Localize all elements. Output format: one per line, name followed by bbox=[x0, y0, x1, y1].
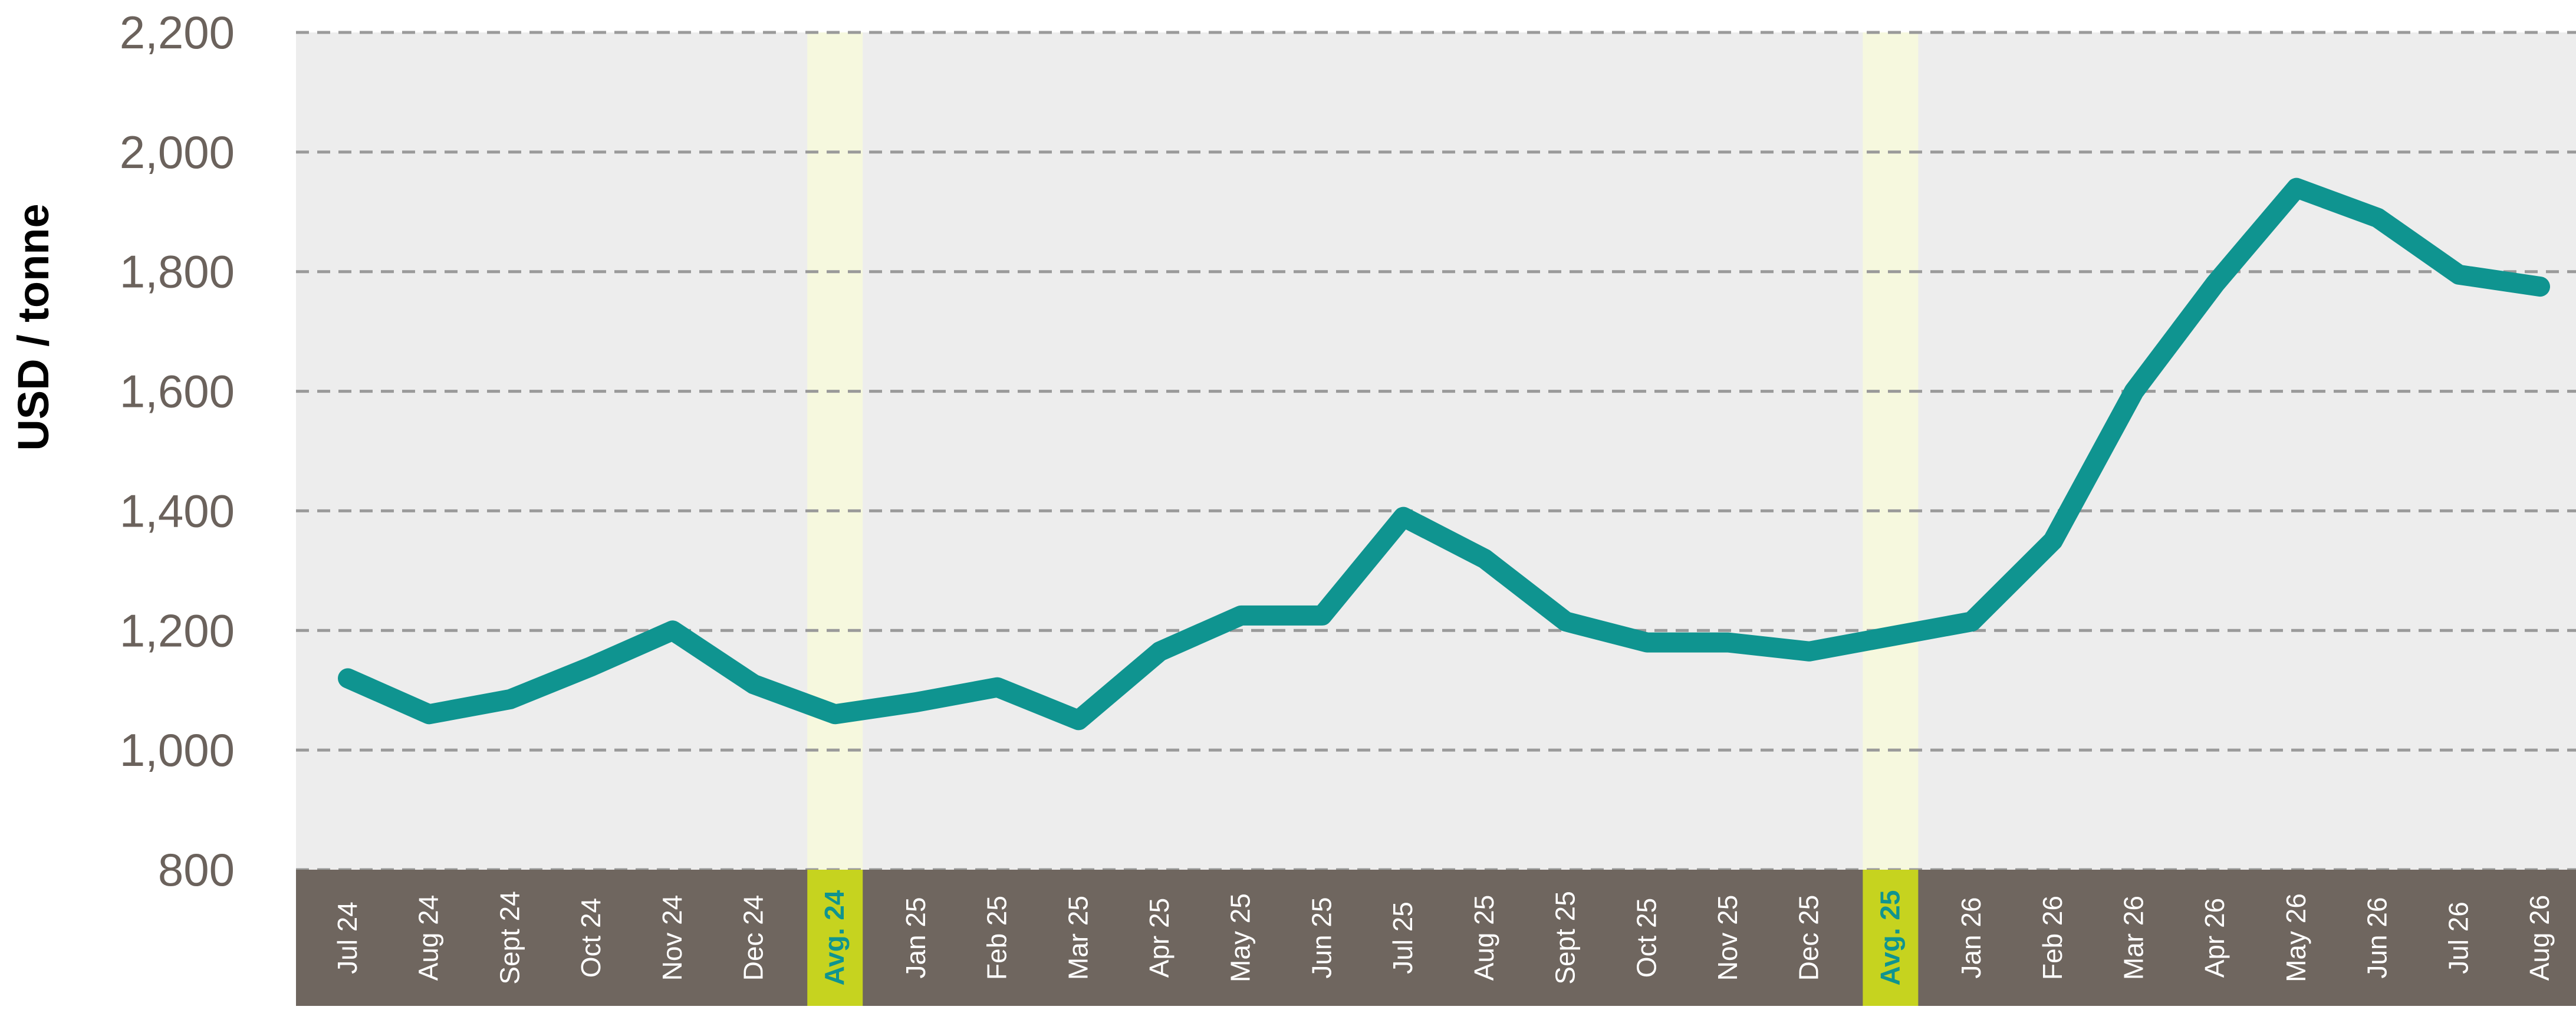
y-tick-labels-layer: 800 1,000 1,200 1,400 1,600 1,800 2,000 2,200 bbox=[120, 6, 235, 896]
highlight-label-box bbox=[807, 870, 863, 1006]
x-tick-label: Aug 25 bbox=[1469, 895, 1499, 981]
y-tick-label: 2,000 bbox=[120, 126, 235, 178]
data-point bbox=[915, 702, 917, 703]
data-point bbox=[509, 698, 511, 700]
x-tick-label: Jan 25 bbox=[900, 897, 931, 978]
highlight-label-box bbox=[1863, 870, 1919, 1006]
x-tick-label: May 26 bbox=[2281, 893, 2311, 982]
x-tick-label: Apr 26 bbox=[2199, 898, 2230, 978]
x-tick-label: Nov 24 bbox=[657, 895, 687, 981]
series-line-layer bbox=[338, 177, 2550, 731]
x-tick-label: Oct 25 bbox=[1631, 898, 1662, 978]
x-tick-label: Sept 24 bbox=[494, 891, 525, 985]
data-point bbox=[2215, 283, 2216, 284]
x-tick-label: Aug 26 bbox=[2524, 895, 2555, 981]
data-point bbox=[1808, 650, 1810, 652]
x-tick-label: Dec 25 bbox=[1794, 895, 1824, 981]
y-tick-label: 800 bbox=[158, 844, 235, 896]
data-point bbox=[1890, 636, 1891, 637]
x-tick-label: Feb 25 bbox=[982, 896, 1012, 980]
x-axis-band-layer bbox=[296, 870, 2576, 1006]
x-tick-label: Oct 24 bbox=[575, 898, 606, 978]
x-tick-label: Dec 24 bbox=[738, 895, 769, 981]
series-line bbox=[338, 177, 2550, 731]
plot-background-layer bbox=[296, 32, 2576, 870]
x-tick-label: Avg. 25 bbox=[1874, 890, 1905, 986]
y-tick-label: 1,000 bbox=[120, 724, 235, 776]
x-tick-label: May 25 bbox=[1225, 893, 1256, 982]
data-point bbox=[428, 713, 430, 715]
x-tick-label: Nov 25 bbox=[1712, 895, 1743, 981]
data-point bbox=[672, 630, 673, 631]
data-point bbox=[2539, 286, 2541, 288]
x-tick-label: Sept 25 bbox=[1550, 891, 1581, 985]
data-point bbox=[996, 686, 998, 688]
y-tick-label: 1,800 bbox=[120, 246, 235, 298]
data-point bbox=[2295, 187, 2297, 189]
highlight-column bbox=[807, 32, 863, 870]
y-tick-label: 1,600 bbox=[120, 366, 235, 417]
x-tick-label: Jul 26 bbox=[2443, 902, 2473, 974]
data-point bbox=[1483, 558, 1485, 560]
y-tick-label: 1,200 bbox=[120, 604, 235, 656]
x-tick-label: Jul 24 bbox=[332, 902, 363, 974]
data-point bbox=[1321, 614, 1323, 616]
data-point bbox=[1727, 642, 1729, 643]
x-tick-label: Jun 25 bbox=[1306, 897, 1337, 978]
data-point bbox=[834, 713, 836, 715]
x-axis-band bbox=[296, 870, 2576, 1006]
data-point bbox=[2052, 540, 2054, 542]
data-point bbox=[591, 666, 593, 667]
data-point bbox=[1159, 650, 1161, 652]
y-tick-label: 1,400 bbox=[120, 485, 235, 537]
data-point bbox=[753, 683, 755, 685]
highlight-column bbox=[1863, 32, 1919, 870]
data-point bbox=[1565, 621, 1567, 623]
data-point bbox=[347, 677, 348, 679]
x-tick-label: Mar 26 bbox=[2118, 896, 2149, 980]
x-tick-labels-layer: Jul 24 Aug 24 Sept 24 Oct 24 Nov 24 Dec 24 Avg… bbox=[332, 890, 2555, 985]
data-point bbox=[1240, 614, 1242, 616]
x-tick-label: Apr 25 bbox=[1144, 898, 1175, 978]
x-tick-label: Avg. 24 bbox=[819, 890, 850, 985]
data-point bbox=[1403, 516, 1404, 518]
data-point bbox=[2458, 274, 2460, 275]
x-tick-label: Jan 26 bbox=[1956, 897, 1986, 978]
x-tick-label: Aug 24 bbox=[413, 895, 444, 981]
y-tick-label: 2,200 bbox=[120, 6, 235, 58]
data-point bbox=[1078, 719, 1080, 721]
data-point bbox=[2133, 390, 2135, 392]
x-tick-label: Jun 26 bbox=[2362, 897, 2393, 978]
plot-area bbox=[296, 32, 2576, 870]
x-tick-label: Feb 26 bbox=[2037, 896, 2068, 980]
data-point bbox=[1646, 642, 1648, 643]
data-point bbox=[2377, 217, 2378, 219]
x-tick-label: Mar 25 bbox=[1062, 896, 1093, 980]
y-axis-label: USD / tonne bbox=[9, 203, 58, 450]
data-point bbox=[1971, 621, 1973, 623]
x-tick-label: Jul 25 bbox=[1387, 902, 1418, 974]
